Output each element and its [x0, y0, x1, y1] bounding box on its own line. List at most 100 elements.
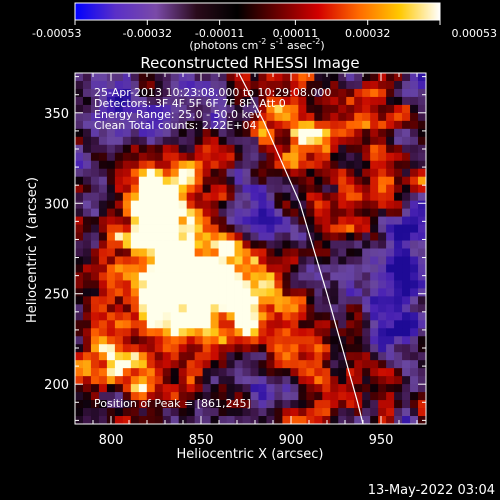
heatmap-cell	[346, 304, 355, 313]
heatmap-cell	[130, 392, 140, 401]
heatmap-cell	[75, 128, 84, 138]
heatmap-cell	[282, 376, 291, 385]
heatmap-cell	[362, 176, 371, 186]
heatmap-cell	[418, 160, 426, 170]
heatmap-cell	[170, 232, 180, 241]
heatmap-cell	[282, 352, 291, 361]
x-tick-label: 850	[189, 433, 214, 448]
heatmap-cell	[418, 232, 426, 241]
heatmap-cell	[226, 304, 235, 313]
heatmap-cell	[346, 264, 355, 273]
heatmap-cell	[162, 248, 172, 257]
heatmap-cell	[274, 112, 283, 122]
heatmap-cell	[370, 304, 379, 313]
heatmap-cell	[418, 112, 426, 122]
heatmap-cell	[386, 376, 395, 385]
heatmap-cell	[242, 368, 251, 377]
heatmap-cell	[130, 272, 140, 281]
heatmap-cell	[402, 336, 411, 345]
heatmap-cell	[226, 160, 235, 170]
heatmap-cell	[306, 80, 315, 90]
heatmap-cell	[410, 80, 419, 90]
heatmap-cell	[146, 392, 156, 401]
heatmap-cell	[378, 376, 387, 385]
heatmap-cell	[98, 408, 108, 417]
heatmap-cell	[250, 336, 259, 345]
heatmap-cell	[202, 264, 212, 273]
heatmap-cell	[298, 152, 307, 162]
heatmap-cell	[250, 184, 259, 194]
heatmap-cell	[394, 120, 403, 130]
heatmap-cell	[194, 184, 204, 194]
heatmap-cell	[410, 416, 419, 424]
heatmap-cell	[402, 200, 411, 210]
heatmap-cell	[202, 272, 212, 281]
heatmap-cell	[218, 240, 227, 249]
heatmap-cell	[138, 400, 148, 409]
heatmap-cell	[82, 216, 92, 225]
heatmap-cell	[242, 152, 251, 162]
heatmap-cell	[410, 328, 419, 337]
heatmap-cell	[290, 184, 299, 194]
heatmap-cell	[282, 368, 291, 377]
heatmap-cell	[75, 256, 84, 265]
heatmap-cell	[178, 328, 188, 337]
heatmap-cell	[330, 152, 339, 162]
heatmap-cell	[378, 80, 387, 90]
heatmap-cell	[146, 160, 156, 170]
heatmap-cell	[306, 208, 315, 217]
heatmap-cell	[90, 392, 100, 401]
heatmap-cell	[98, 368, 108, 377]
heatmap-cell	[138, 216, 148, 225]
heatmap-cell	[258, 392, 267, 401]
heatmap-cell	[234, 264, 243, 273]
heatmap-cell	[378, 312, 387, 321]
heatmap-cell	[186, 232, 196, 241]
heatmap-cell	[290, 88, 299, 98]
heatmap-cell	[290, 400, 299, 409]
heatmap-cell	[138, 224, 148, 233]
heatmap-cell	[122, 208, 132, 217]
heatmap-cell	[402, 360, 411, 369]
heatmap-cell	[226, 168, 235, 178]
heatmap-cell	[258, 296, 267, 305]
heatmap-cell	[322, 384, 331, 393]
heatmap-cell	[402, 112, 411, 122]
heatmap-cell	[322, 104, 331, 114]
heatmap-cell	[122, 88, 132, 98]
heatmap-cell	[194, 88, 204, 98]
heatmap-cell	[346, 384, 355, 393]
heatmap-cell	[242, 336, 251, 345]
heatmap-cell	[202, 328, 212, 337]
heatmap-cell	[370, 224, 379, 233]
heatmap-cell	[362, 248, 371, 257]
heatmap-cell	[258, 248, 267, 257]
heatmap-cell	[306, 336, 315, 345]
heatmap-cell	[186, 128, 196, 138]
heatmap-cell	[226, 352, 235, 361]
heatmap-cell	[282, 136, 291, 146]
heatmap-cell	[122, 408, 132, 417]
heatmap-cell	[90, 344, 100, 353]
heatmap-cell	[290, 216, 299, 225]
heatmap-cell	[106, 336, 116, 345]
heatmap-cell	[98, 344, 108, 353]
heatmap-cell	[106, 176, 116, 186]
heatmap-cell	[386, 368, 395, 377]
heatmap-cell	[322, 344, 331, 353]
heatmap-cell	[130, 352, 140, 361]
heatmap-cell	[370, 288, 379, 297]
heatmap-cell	[386, 344, 395, 353]
heatmap-cell	[378, 416, 387, 424]
heatmap-cell	[234, 80, 243, 90]
heatmap-cell	[154, 320, 164, 329]
heatmap-cell	[138, 88, 148, 98]
heatmap-cell	[282, 384, 291, 393]
heatmap-cell	[75, 88, 84, 98]
heatmap-cell	[394, 336, 403, 345]
heatmap-cell	[106, 232, 116, 241]
heatmap-cell	[282, 120, 291, 130]
heatmap-cell	[154, 176, 164, 186]
heatmap-cell	[418, 120, 426, 130]
heatmap-cell	[122, 248, 132, 257]
